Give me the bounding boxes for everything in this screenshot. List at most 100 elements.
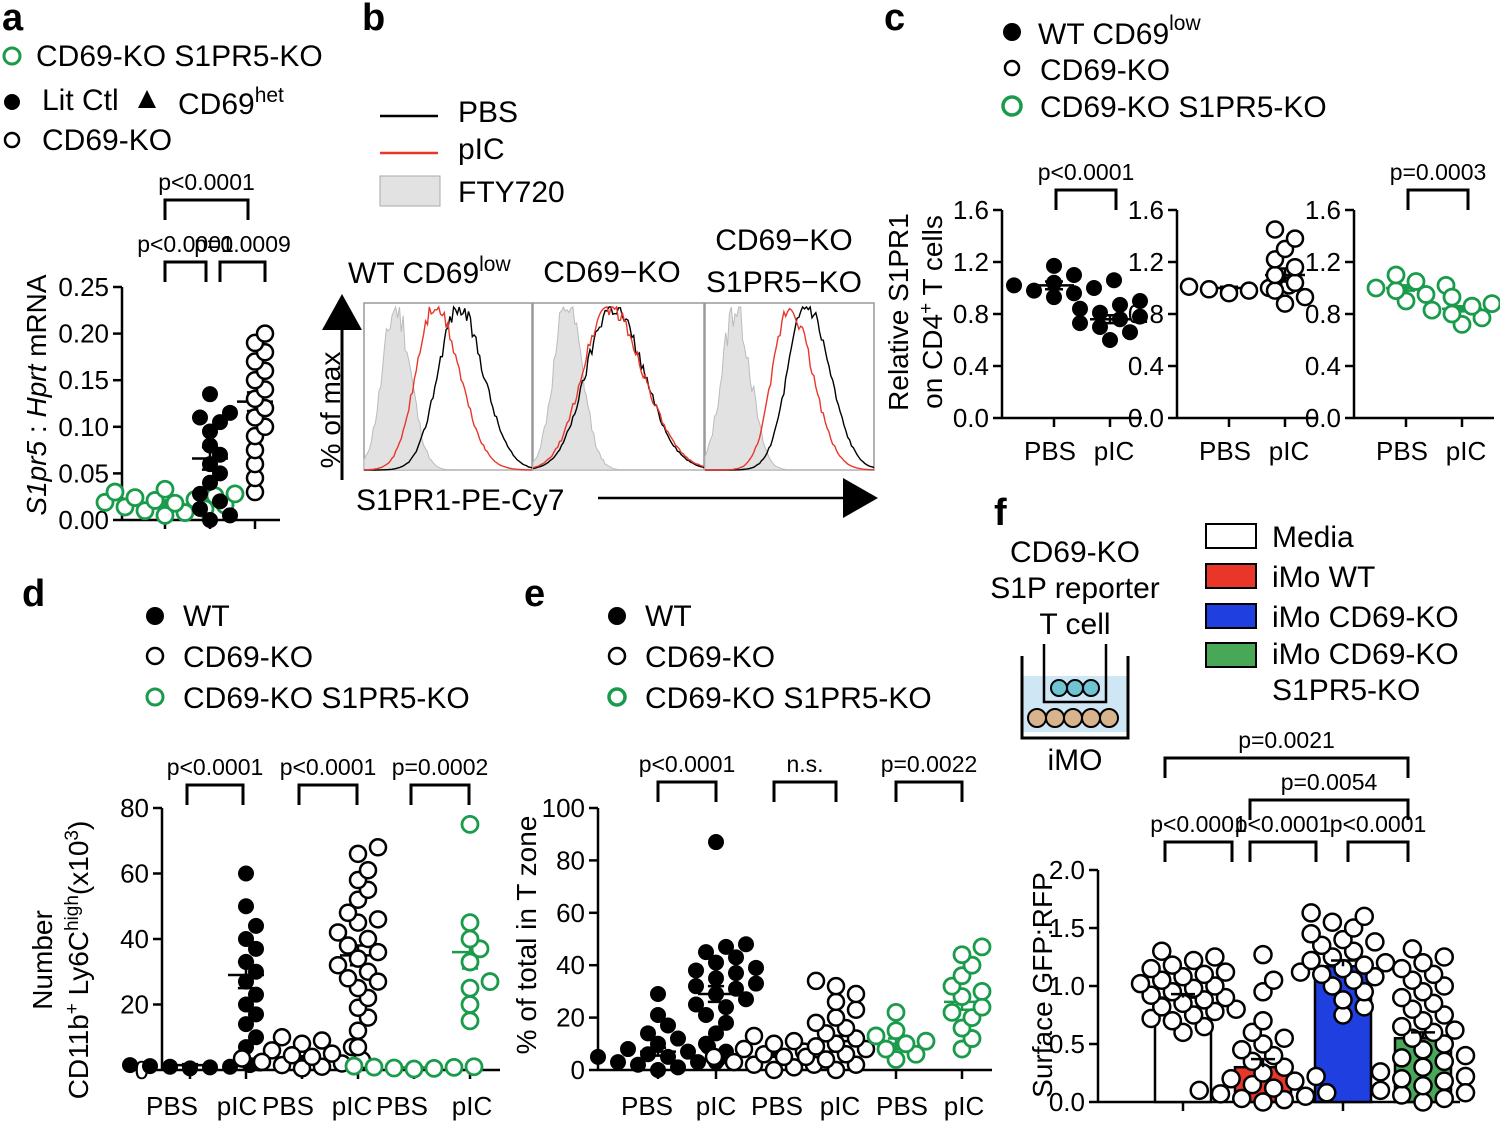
panel-d-group-2-point	[322, 1044, 342, 1063]
panel-d-group-3-point	[368, 942, 388, 962]
panel-e-group-3-point	[846, 1000, 866, 1019]
panel-d-bracket-2-label: p=0.0002	[392, 754, 489, 780]
panel-e-bracket-1	[772, 780, 838, 802]
panel-e-group-4-point	[886, 1021, 906, 1041]
panel-f-group-1-point	[1221, 1069, 1241, 1089]
legend-d-label-ko: CD69-KO	[183, 641, 313, 674]
panel-f-bracket-3	[1248, 798, 1410, 820]
panel-a-y-tick-label: 0.05	[58, 458, 109, 488]
panel-e-x-tick-label: pIC	[820, 1091, 860, 1121]
panel-c-sub-1-y-tick-label: 0.8	[1128, 299, 1164, 329]
panel-f: f Media iMo WT iMo CD69-KO iMo CD69-KO S…	[990, 492, 1476, 1117]
panel-a-group-1-point	[212, 493, 228, 510]
panel-a-group-0-point	[155, 505, 175, 525]
panel-e-y-tick-label: 20	[556, 1003, 585, 1033]
panel-c-sub-2-bracket	[1406, 188, 1470, 210]
panel-d-group-3-point	[338, 903, 358, 923]
panel-d-group-4-point	[464, 1057, 484, 1077]
panel-d-group-1-point	[238, 931, 254, 947]
panel-c-sub-0-group-1-point	[1132, 293, 1148, 309]
panel-d-bracket-1	[297, 783, 359, 805]
panel-f-group-0-point	[1162, 955, 1183, 975]
transwell-schematic: CD69-KO S1P reporter T cell iMO	[990, 536, 1160, 777]
panel-f-ylabel: Surface GFP:RFP	[1027, 872, 1058, 1098]
panel-b-title-ko: CD69−KO	[543, 256, 681, 289]
panel-f-group-2-point	[1354, 906, 1374, 927]
schematic-cells	[1027, 679, 1119, 728]
histogram-fty720	[704, 306, 874, 471]
legend-c-marker-wt	[1003, 23, 1021, 41]
panel-d-x-tick-label: pIC	[217, 1091, 257, 1121]
histogram-pic	[532, 305, 705, 469]
panel-f-bracket-4	[1163, 756, 1410, 778]
panel-c-sub-2-y-tick-label: 1.2	[1305, 247, 1341, 277]
legend-d-marker-dko	[145, 687, 165, 707]
histogram-pic	[363, 305, 532, 471]
panel-c-sub-0-group-1-point	[1102, 332, 1118, 348]
panel-c-sub-0-group-0-point	[1106, 272, 1122, 289]
panel-d-group-2-point	[292, 1034, 312, 1054]
panel-e-bracket-0-label: p<0.0001	[639, 751, 736, 777]
panel-f-group-2-point	[1365, 932, 1385, 952]
panel-e-group-0-point	[670, 1059, 686, 1076]
panel-e-group-1-point	[688, 962, 704, 979]
panel-e-group-0-point	[650, 1062, 666, 1078]
panel-e-group-1-point	[728, 965, 744, 982]
panel-d-group-4-point	[384, 1058, 404, 1078]
panel-d-group-0-point	[142, 1058, 158, 1075]
panel-e-group-4-point	[896, 1034, 916, 1054]
panel-f-group-0-point	[1130, 973, 1151, 994]
panel-c-sub-0-group-1-point	[1072, 315, 1088, 332]
panel-c-sub-1-x-tick-label: pIC	[1269, 436, 1309, 466]
panel-d-group-2-point	[312, 1031, 332, 1050]
panel-f-group-3-point	[1370, 1062, 1391, 1082]
panel-e-group-0-point	[650, 1035, 666, 1052]
panel-e-group-1-point	[688, 978, 704, 995]
panel-f-y-tick-label: 0.0	[1049, 1087, 1085, 1117]
panel-f-group-1-point	[1253, 1092, 1273, 1112]
panel-a-group-1-point	[192, 409, 208, 426]
panel-d-y-tick-label: 20	[120, 990, 149, 1020]
panel-d-group-3-point	[368, 910, 388, 929]
panel-f-group-0-point	[1152, 941, 1172, 961]
panel-f-group-3-point	[1392, 1085, 1412, 1105]
panel-e-group-2-point	[784, 1031, 804, 1051]
panel-d-x-tick-label: PBS	[262, 1091, 314, 1121]
panel-c-sub-2-x-tick-label: PBS	[1376, 436, 1428, 466]
panel-d-bracket-0	[185, 783, 245, 805]
panel-c-ylabel-line1: Relative S1PR1	[883, 213, 914, 411]
panel-e-group-1-point	[718, 1014, 734, 1031]
panel-c-sub-2-group-0-point	[1406, 272, 1426, 291]
panel-c-sub-2-group-1-point	[1462, 296, 1482, 316]
panel-a-y-tick-label: 0.15	[58, 365, 109, 395]
panel-a-group-1-point	[202, 456, 218, 473]
panel-e-group-1-point	[728, 949, 744, 966]
schematic-imo-cell	[1045, 708, 1065, 728]
panel-d-group-5-point	[460, 952, 480, 972]
panel-f-group-3-point	[1392, 1069, 1412, 1089]
panel-e-x-tick-label: PBS	[876, 1091, 928, 1121]
panel-d-group-1-point	[238, 953, 254, 970]
panel-f-group-2-point	[1322, 912, 1343, 932]
panel-e-group-0-point	[630, 1056, 646, 1073]
panel-d-y-tick-label: 80	[120, 793, 149, 823]
panel-c-sub-2-group-0-point	[1416, 285, 1436, 304]
panel-c-sub-1-group-0-point	[1179, 277, 1199, 296]
panel-d-group-2-point	[282, 1046, 302, 1065]
panel-f-group-2-point	[1301, 924, 1321, 944]
panel-e-group-3-point	[806, 1013, 826, 1033]
panel-d-group-2-point	[272, 1028, 292, 1047]
panel-e-group-0-point	[640, 1046, 656, 1063]
panel-a-group-1-point	[212, 414, 228, 431]
panel-c-sub-2-bracket-label: p=0.0003	[1390, 159, 1487, 185]
panel-c-sub-2-group-1-point	[1482, 294, 1500, 313]
panel-f-group-1-point	[1295, 1086, 1316, 1106]
panel-e-group-1-point	[708, 970, 724, 987]
panel-f-group-1-point	[1253, 944, 1273, 965]
panel-f-y-tick-label: 2.0	[1049, 855, 1085, 885]
panel-f-group-3-point	[1434, 1071, 1454, 1091]
panel-d-group-4-point	[444, 1057, 464, 1077]
panel-f-group-1-point	[1263, 970, 1284, 990]
panel-f-legend: Media iMo WT iMo CD69-KO iMo CD69-KO S1P…	[1205, 521, 1459, 707]
